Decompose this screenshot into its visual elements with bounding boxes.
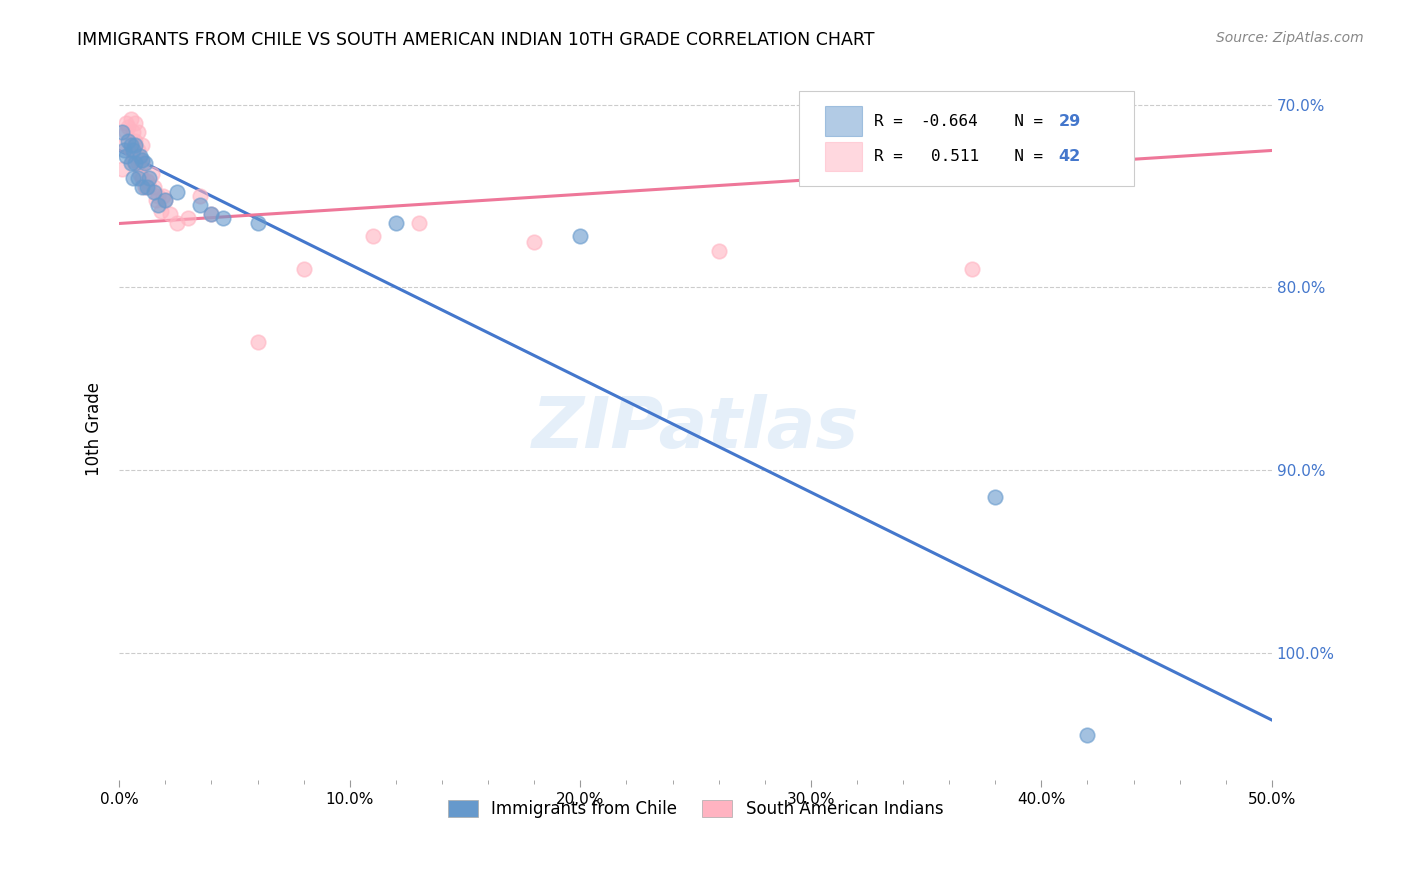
Point (188, 198, 211, 212)
Point (200, 207, 222, 221)
Point (122, 144, 145, 158)
Point (122, 153, 145, 167)
Point (129, 153, 152, 167)
Point (155, 193, 177, 207)
Point (124, 156, 146, 170)
Point (134, 156, 156, 170)
Point (112, 138, 135, 153)
Text: -0.664: -0.664 (921, 113, 979, 128)
Point (117, 120, 139, 134)
Text: 42: 42 (1059, 149, 1081, 164)
Point (122, 170, 145, 185)
Y-axis label: 10th Grade: 10th Grade (86, 382, 103, 475)
Point (142, 186, 165, 200)
Point (159, 207, 181, 221)
Point (523, 235, 546, 249)
Point (124, 138, 146, 153)
Point (155, 193, 177, 207)
Point (131, 170, 153, 185)
Point (127, 156, 149, 170)
Point (149, 203, 172, 218)
Point (292, 262, 315, 277)
Point (385, 217, 408, 231)
Point (131, 180, 153, 194)
Point (569, 229, 592, 244)
Point (120, 156, 142, 170)
Point (120, 112, 142, 127)
Point (127, 170, 149, 185)
Point (115, 149, 138, 163)
Point (152, 189, 174, 203)
Point (177, 211, 200, 225)
Point (124, 134, 146, 148)
Point (112, 144, 135, 158)
Text: N =: N = (995, 149, 1053, 164)
Point (984, 491, 1007, 505)
Text: 29: 29 (1059, 113, 1081, 128)
Point (145, 193, 167, 207)
Point (960, 262, 983, 277)
Point (188, 189, 211, 203)
Point (246, 217, 269, 231)
Point (129, 149, 152, 163)
Point (134, 180, 156, 194)
Point (122, 125, 145, 139)
Point (110, 125, 132, 139)
FancyBboxPatch shape (825, 106, 862, 136)
Point (127, 125, 149, 139)
Point (707, 244, 730, 258)
Text: ZIPatlas: ZIPatlas (531, 394, 859, 463)
Text: R =: R = (875, 113, 912, 128)
Point (246, 335, 269, 350)
Point (142, 180, 165, 194)
Legend: Immigrants from Chile, South American Indians: Immigrants from Chile, South American In… (441, 793, 950, 825)
Point (138, 170, 160, 185)
Point (1076, 728, 1098, 742)
Point (129, 167, 152, 181)
Point (136, 174, 159, 188)
Point (110, 161, 132, 176)
Text: 0.511: 0.511 (931, 149, 979, 164)
Point (124, 138, 146, 153)
Text: R =: R = (875, 149, 922, 164)
Point (148, 189, 170, 203)
Point (131, 138, 153, 153)
FancyBboxPatch shape (800, 92, 1133, 186)
Point (136, 180, 159, 194)
Text: IMMIGRANTS FROM CHILE VS SOUTH AMERICAN INDIAN 10TH GRADE CORRELATION CHART: IMMIGRANTS FROM CHILE VS SOUTH AMERICAN … (77, 31, 875, 49)
Point (141, 167, 163, 181)
Point (117, 134, 139, 148)
Point (361, 229, 384, 244)
FancyBboxPatch shape (825, 142, 862, 171)
Point (131, 153, 153, 167)
Point (166, 186, 188, 200)
Point (124, 116, 146, 130)
Point (127, 144, 149, 158)
Point (408, 217, 430, 231)
Point (120, 144, 142, 158)
Point (138, 180, 160, 194)
Point (115, 116, 138, 130)
Text: N =: N = (995, 113, 1053, 128)
Point (166, 217, 188, 231)
Point (131, 156, 153, 170)
Point (120, 138, 142, 153)
Point (115, 125, 138, 139)
Text: Source: ZipAtlas.com: Source: ZipAtlas.com (1216, 31, 1364, 45)
Point (212, 211, 235, 225)
Point (200, 207, 222, 221)
Point (148, 198, 170, 212)
